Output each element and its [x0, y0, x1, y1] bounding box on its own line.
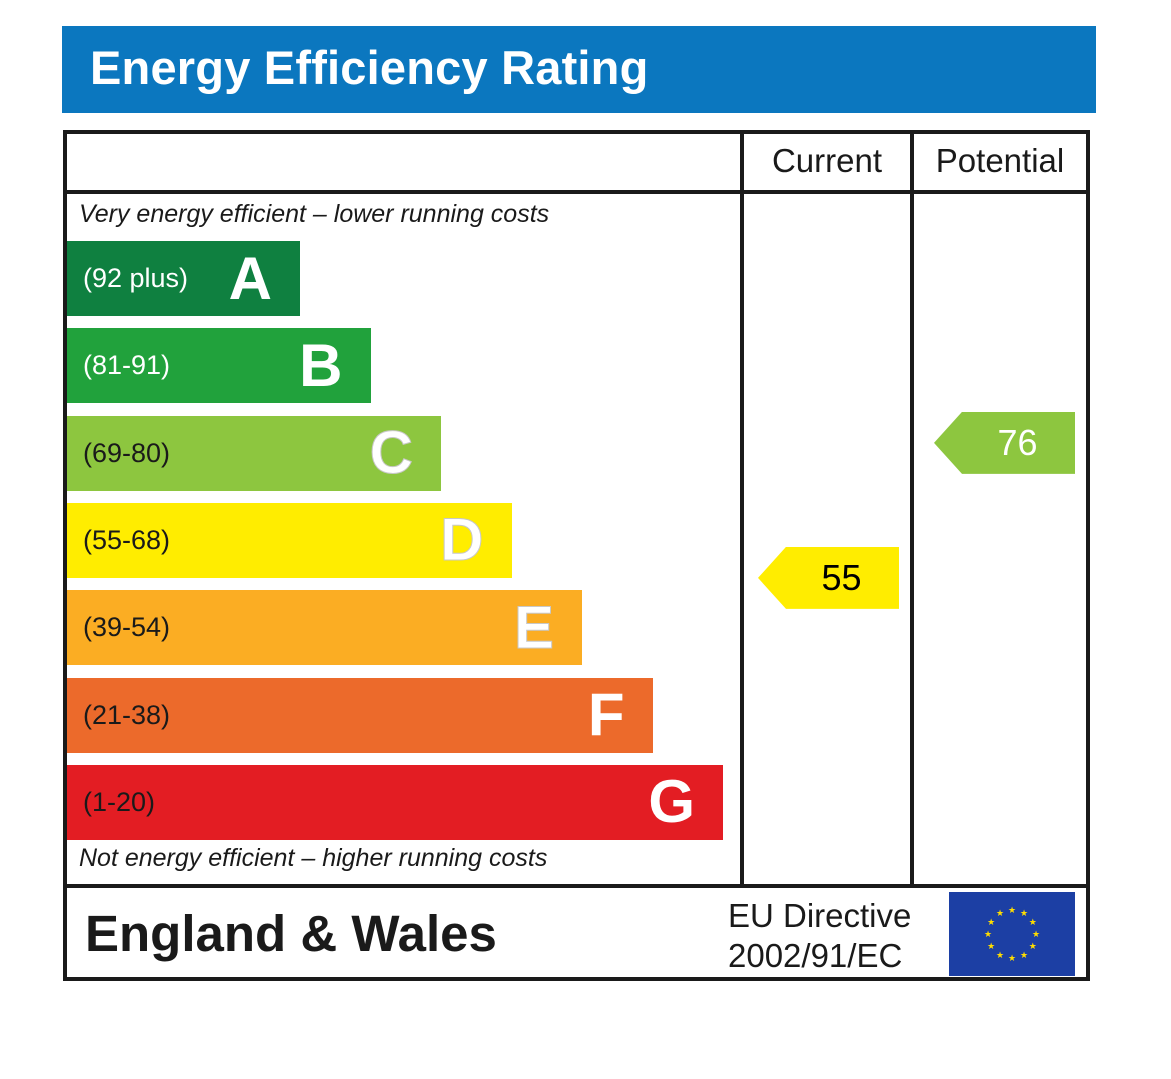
chart-frame	[63, 130, 1090, 981]
eu-star-icon: ★	[1029, 942, 1037, 952]
directive-line-1: EU Directive	[728, 897, 912, 934]
band-c-letter: C	[369, 419, 413, 487]
footer-directive: EU Directive 2002/91/EC	[728, 896, 911, 976]
band-a-letter: A	[228, 244, 272, 312]
eu-flag-icon: ★ ★ ★ ★ ★ ★ ★ ★ ★ ★ ★ ★	[949, 892, 1075, 976]
band-a: (92 plus) A	[67, 241, 300, 316]
eu-star-icon: ★	[1020, 909, 1028, 919]
column-header-current: Current	[771, 142, 883, 179]
eu-star-icon: ★	[987, 942, 995, 952]
band-g-letter: G	[648, 768, 695, 836]
band-f-letter: F	[587, 681, 625, 748]
divider-current	[740, 130, 744, 888]
footer-country: England & Wales	[85, 905, 497, 962]
band-c-range: (69-80)	[83, 437, 171, 468]
band-d: (55-68) D	[67, 502, 512, 578]
eu-star-icon: ★	[996, 909, 1004, 919]
band-e-range: (39-54)	[83, 612, 171, 643]
band-a-range: (92 plus)	[83, 263, 189, 293]
note-efficient: Very energy efficient – lower running co…	[79, 200, 550, 228]
band-g: (1-20) G	[67, 764, 723, 840]
directive-line-2: 2002/91/EC	[728, 937, 903, 974]
band-d-range: (55-68)	[83, 524, 171, 555]
potential-rating-value: 76	[997, 421, 1038, 463]
potential-rating-marker: 76	[934, 411, 1075, 474]
band-d-letter: D	[440, 506, 484, 574]
header-bar: Energy Efficiency Rating	[62, 26, 1096, 113]
band-c: (69-80) C	[67, 415, 441, 491]
band-f: (21-38) F	[67, 677, 653, 753]
eu-star-icon: ★	[1032, 930, 1040, 940]
divider-potential	[910, 130, 914, 888]
band-e: (39-54) E	[67, 590, 582, 666]
divider-footer-row	[63, 884, 1090, 888]
eu-star-icon: ★	[987, 918, 995, 928]
page-title: Energy Efficiency Rating	[90, 41, 649, 94]
band-e-letter: E	[513, 593, 554, 661]
eu-star-icon: ★	[1029, 918, 1037, 928]
band-f-range: (21-38)	[83, 699, 171, 730]
band-g-range: (1-20)	[83, 786, 156, 817]
current-rating-value: 55	[821, 556, 862, 598]
eu-star-icon: ★	[1020, 951, 1028, 961]
current-rating-marker: 55	[758, 546, 899, 609]
note-inefficient: Not energy efficient – higher running co…	[79, 844, 548, 872]
eu-star-icon: ★	[984, 930, 992, 940]
column-header-potential: Potential	[935, 142, 1065, 179]
band-b-letter: B	[299, 331, 343, 399]
band-b: (81-91) B	[67, 328, 371, 404]
eu-star-icon: ★	[1008, 954, 1016, 964]
eu-star-icon: ★	[996, 951, 1004, 961]
eu-star-icon: ★	[1008, 906, 1016, 916]
band-b-range: (81-91)	[83, 350, 171, 381]
eu-stars-icon: ★ ★★★★★★★★★★★	[984, 906, 1040, 964]
divider-header-row	[63, 190, 1090, 194]
